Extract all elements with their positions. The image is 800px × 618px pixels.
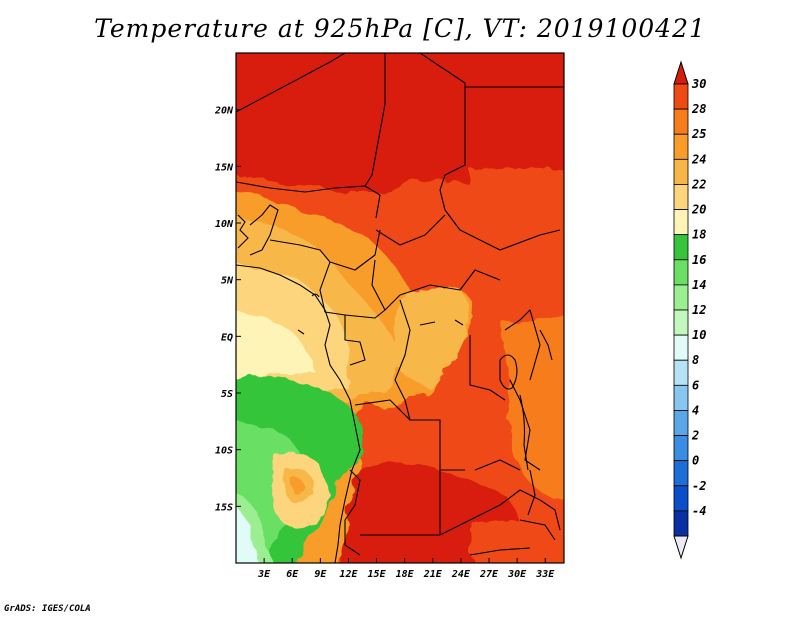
- colorbar-label: 12: [692, 303, 706, 317]
- x-tick-label: 3E: [257, 569, 271, 580]
- colorbar-swatch: [673, 284, 689, 311]
- colorbar-swatch: [673, 410, 689, 436]
- colorbar-swatch: [673, 209, 689, 236]
- colorbar-label: 0: [692, 454, 699, 468]
- temperature-field: [236, 53, 564, 563]
- x-tick-label: 21E: [423, 569, 443, 580]
- x-axis: 3E 6E 9E 12E 15E 18E 21E 24E 27E 30E 33E: [257, 558, 555, 580]
- colorbar-label: 22: [691, 177, 706, 191]
- coastline: [236, 214, 553, 563]
- colorbar-swatch: [673, 158, 689, 185]
- colorbar-label: 28: [691, 102, 706, 116]
- y-tick-label: 20N: [214, 106, 234, 117]
- colorbar-label: 18: [692, 228, 706, 242]
- colorbar-swatch: [673, 334, 689, 361]
- map-frame: [235, 52, 565, 564]
- colorbar-swatch: [673, 184, 689, 210]
- colorbar-swatch: [673, 485, 689, 512]
- x-tick-label: 33E: [535, 569, 555, 580]
- colorbar-swatch: [673, 83, 689, 110]
- colorbar-label: -2: [692, 479, 706, 493]
- x-tick-label: 6E: [286, 569, 299, 580]
- colorbar-label: 2: [691, 429, 699, 443]
- map-title: Temperature at 925hPa [C], VT: 201910042…: [94, 14, 706, 43]
- colorbar-label: 10: [692, 328, 706, 342]
- colorbar-swatch: [673, 108, 689, 135]
- colorbar-bottom-arrow: [673, 535, 689, 560]
- colorbar-label: -4: [692, 504, 706, 518]
- x-tick-label: 9E: [314, 569, 327, 580]
- colorbar-swatch: [673, 259, 689, 286]
- y-tick-label: EQ: [221, 332, 233, 343]
- x-tick-label: 15E: [368, 569, 387, 580]
- y-tick-label: 10S: [215, 446, 233, 457]
- colorbar-swatch: [673, 510, 689, 537]
- colorbar-label: 24: [691, 152, 706, 166]
- x-tick-label: 27E: [479, 569, 499, 580]
- y-tick-label: 15N: [215, 162, 234, 173]
- colorbar-swatch: [673, 309, 689, 336]
- colorbar-label: 30: [691, 77, 706, 91]
- colorbar-swatch: [673, 234, 689, 261]
- colorbar-top-arrow: [673, 60, 689, 85]
- colorbar-swatch: [673, 435, 689, 462]
- credit-label: GrADS: IGES/COLA: [4, 604, 91, 614]
- colorbar-swatch: [673, 359, 689, 386]
- y-axis: 20N 15N 10N 5N EQ 5S 10S 15S: [214, 106, 241, 513]
- x-tick-label: 12E: [339, 569, 358, 580]
- colorbar-label: 8: [692, 353, 699, 367]
- colorbar-label: 14: [692, 278, 706, 292]
- y-tick-label: 10N: [215, 219, 234, 230]
- x-tick-label: 18E: [396, 569, 415, 580]
- colorbar-swatch: [673, 384, 689, 411]
- colorbar-swatch: [673, 460, 689, 487]
- x-tick-label: 30E: [507, 569, 527, 580]
- colorbar-label: 20: [691, 203, 706, 217]
- y-tick-label: 15S: [215, 502, 233, 513]
- y-tick-label: 5N: [221, 276, 234, 287]
- x-tick-label: 24E: [451, 569, 471, 580]
- country-borders: [236, 53, 564, 556]
- colorbar-label: 4: [692, 403, 699, 417]
- y-tick-label: 5S: [221, 389, 233, 400]
- colorbar-label: 25: [691, 127, 706, 141]
- colorbar-swatch: [673, 133, 689, 160]
- colorbar-label: 6: [692, 378, 699, 392]
- colorbar-label: 16: [692, 253, 706, 267]
